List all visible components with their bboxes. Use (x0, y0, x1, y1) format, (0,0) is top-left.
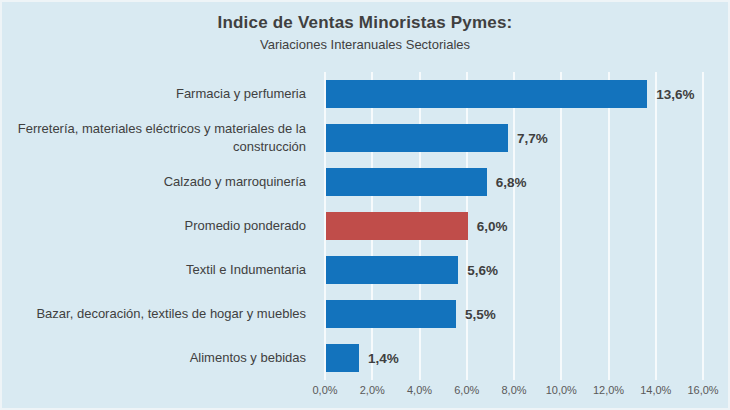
x-axis-tick: 0,0% (312, 384, 337, 396)
chart-title: Indice de Ventas Minoristas Pymes: (2, 13, 728, 33)
bar-row: Promedio ponderado 6,0% (2, 204, 730, 248)
bar-value-label: 7,7% (517, 131, 548, 146)
x-axis-tick: 2,0% (360, 384, 385, 396)
bar-value-label: 5,6% (467, 263, 498, 278)
chart-canvas: Indice de Ventas Minoristas Pymes: Varia… (0, 0, 730, 410)
x-axis-tick: 12,0% (593, 384, 624, 396)
x-axis-tick: 16,0% (687, 384, 718, 396)
bar-value-label: 5,5% (465, 307, 496, 322)
bar-track: 13,6% (326, 80, 730, 108)
bar (326, 168, 487, 196)
bar-value-label: 13,6% (656, 87, 694, 102)
bar (326, 80, 647, 108)
bar-track: 6,8% (326, 168, 730, 196)
bar-row: Alimentos y bebidas 1,4% (2, 336, 730, 380)
category-label: Farmacia y perfumeria (2, 85, 312, 103)
bar-track: 5,5% (326, 300, 730, 328)
x-axis-tick-labels: 0,0%2,0%4,0%6,0%8,0%10,0%12,0%14,0%16,0% (325, 384, 703, 400)
category-label: Calzado y marroquinería (2, 173, 312, 191)
x-axis-tick: 6,0% (454, 384, 479, 396)
bar-row: Ferretería, materiales eléctricos y mate… (2, 116, 730, 160)
bar-track: 7,7% (326, 124, 730, 152)
x-axis-tick: 10,0% (546, 384, 577, 396)
bar-value-label: 6,0% (477, 219, 508, 234)
bar-row: Farmacia y perfumeria 13,6% (2, 72, 730, 116)
category-label: Promedio ponderado (2, 217, 312, 235)
bar-rows: Farmacia y perfumeria 13,6% Ferretería, ma… (2, 72, 730, 380)
bar-track: 6,0% (326, 212, 730, 240)
x-axis-tick: 8,0% (501, 384, 526, 396)
category-label: Alimentos y bebidas (2, 349, 312, 367)
chart-header: Indice de Ventas Minoristas Pymes: Varia… (2, 13, 728, 52)
bar-row: Textil e Indumentaria 5,6% (2, 248, 730, 292)
chart-subtitle: Variaciones Interanuales Sectoriales (2, 37, 728, 52)
bar-row: Calzado y marroquinería 6,8% (2, 160, 730, 204)
bar-value-label: 6,8% (496, 175, 527, 190)
bar (326, 256, 458, 284)
bar (326, 124, 508, 152)
category-label: Bazar, decoración, textiles de hogar y m… (2, 305, 312, 323)
category-label: Ferretería, materiales eléctricos y mate… (2, 120, 312, 156)
x-axis-tick: 14,0% (640, 384, 671, 396)
x-axis-tick: 4,0% (407, 384, 432, 396)
bar-row: Bazar, decoración, textiles de hogar y m… (2, 292, 730, 336)
category-label: Textil e Indumentaria (2, 261, 312, 279)
bar (326, 344, 359, 372)
bar-value-label: 1,4% (368, 351, 399, 366)
bar (326, 300, 456, 328)
bar (326, 212, 468, 240)
bar-track: 5,6% (326, 256, 730, 284)
bar-track: 1,4% (326, 344, 730, 372)
